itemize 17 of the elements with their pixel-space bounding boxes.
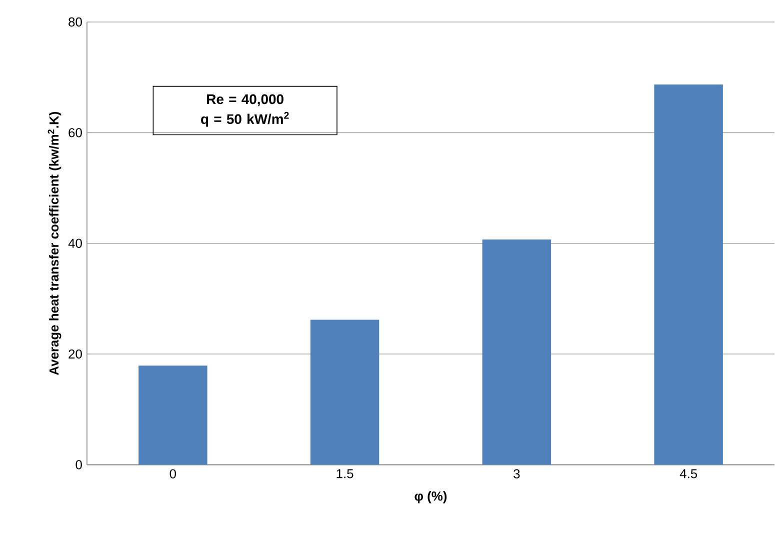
y-tick-label: 60	[68, 128, 82, 138]
x-tick-label: 1.5	[336, 469, 354, 478]
bar	[654, 84, 723, 465]
y-tick-label: 20	[68, 350, 82, 359]
y-tick-label: 80	[68, 18, 82, 27]
x-tick-label: 3	[514, 469, 520, 479]
bar	[482, 240, 552, 465]
y-tick-label: 0	[76, 460, 82, 470]
x-axis-title: φ (%)	[414, 491, 447, 504]
annotation: q = 50 kW/m$^{2}$	[201, 112, 289, 127]
y-tick-label: 40	[68, 238, 82, 248]
bar	[138, 366, 208, 465]
annotation: Re = 40,000	[207, 94, 284, 106]
x-tick-label: 4.5	[680, 469, 698, 478]
bar	[310, 320, 380, 465]
x-tick-label: 0	[170, 469, 176, 479]
y-axis-title: Average heat transfer coefficient (kw/m$^{2}$.K)	[48, 112, 62, 376]
